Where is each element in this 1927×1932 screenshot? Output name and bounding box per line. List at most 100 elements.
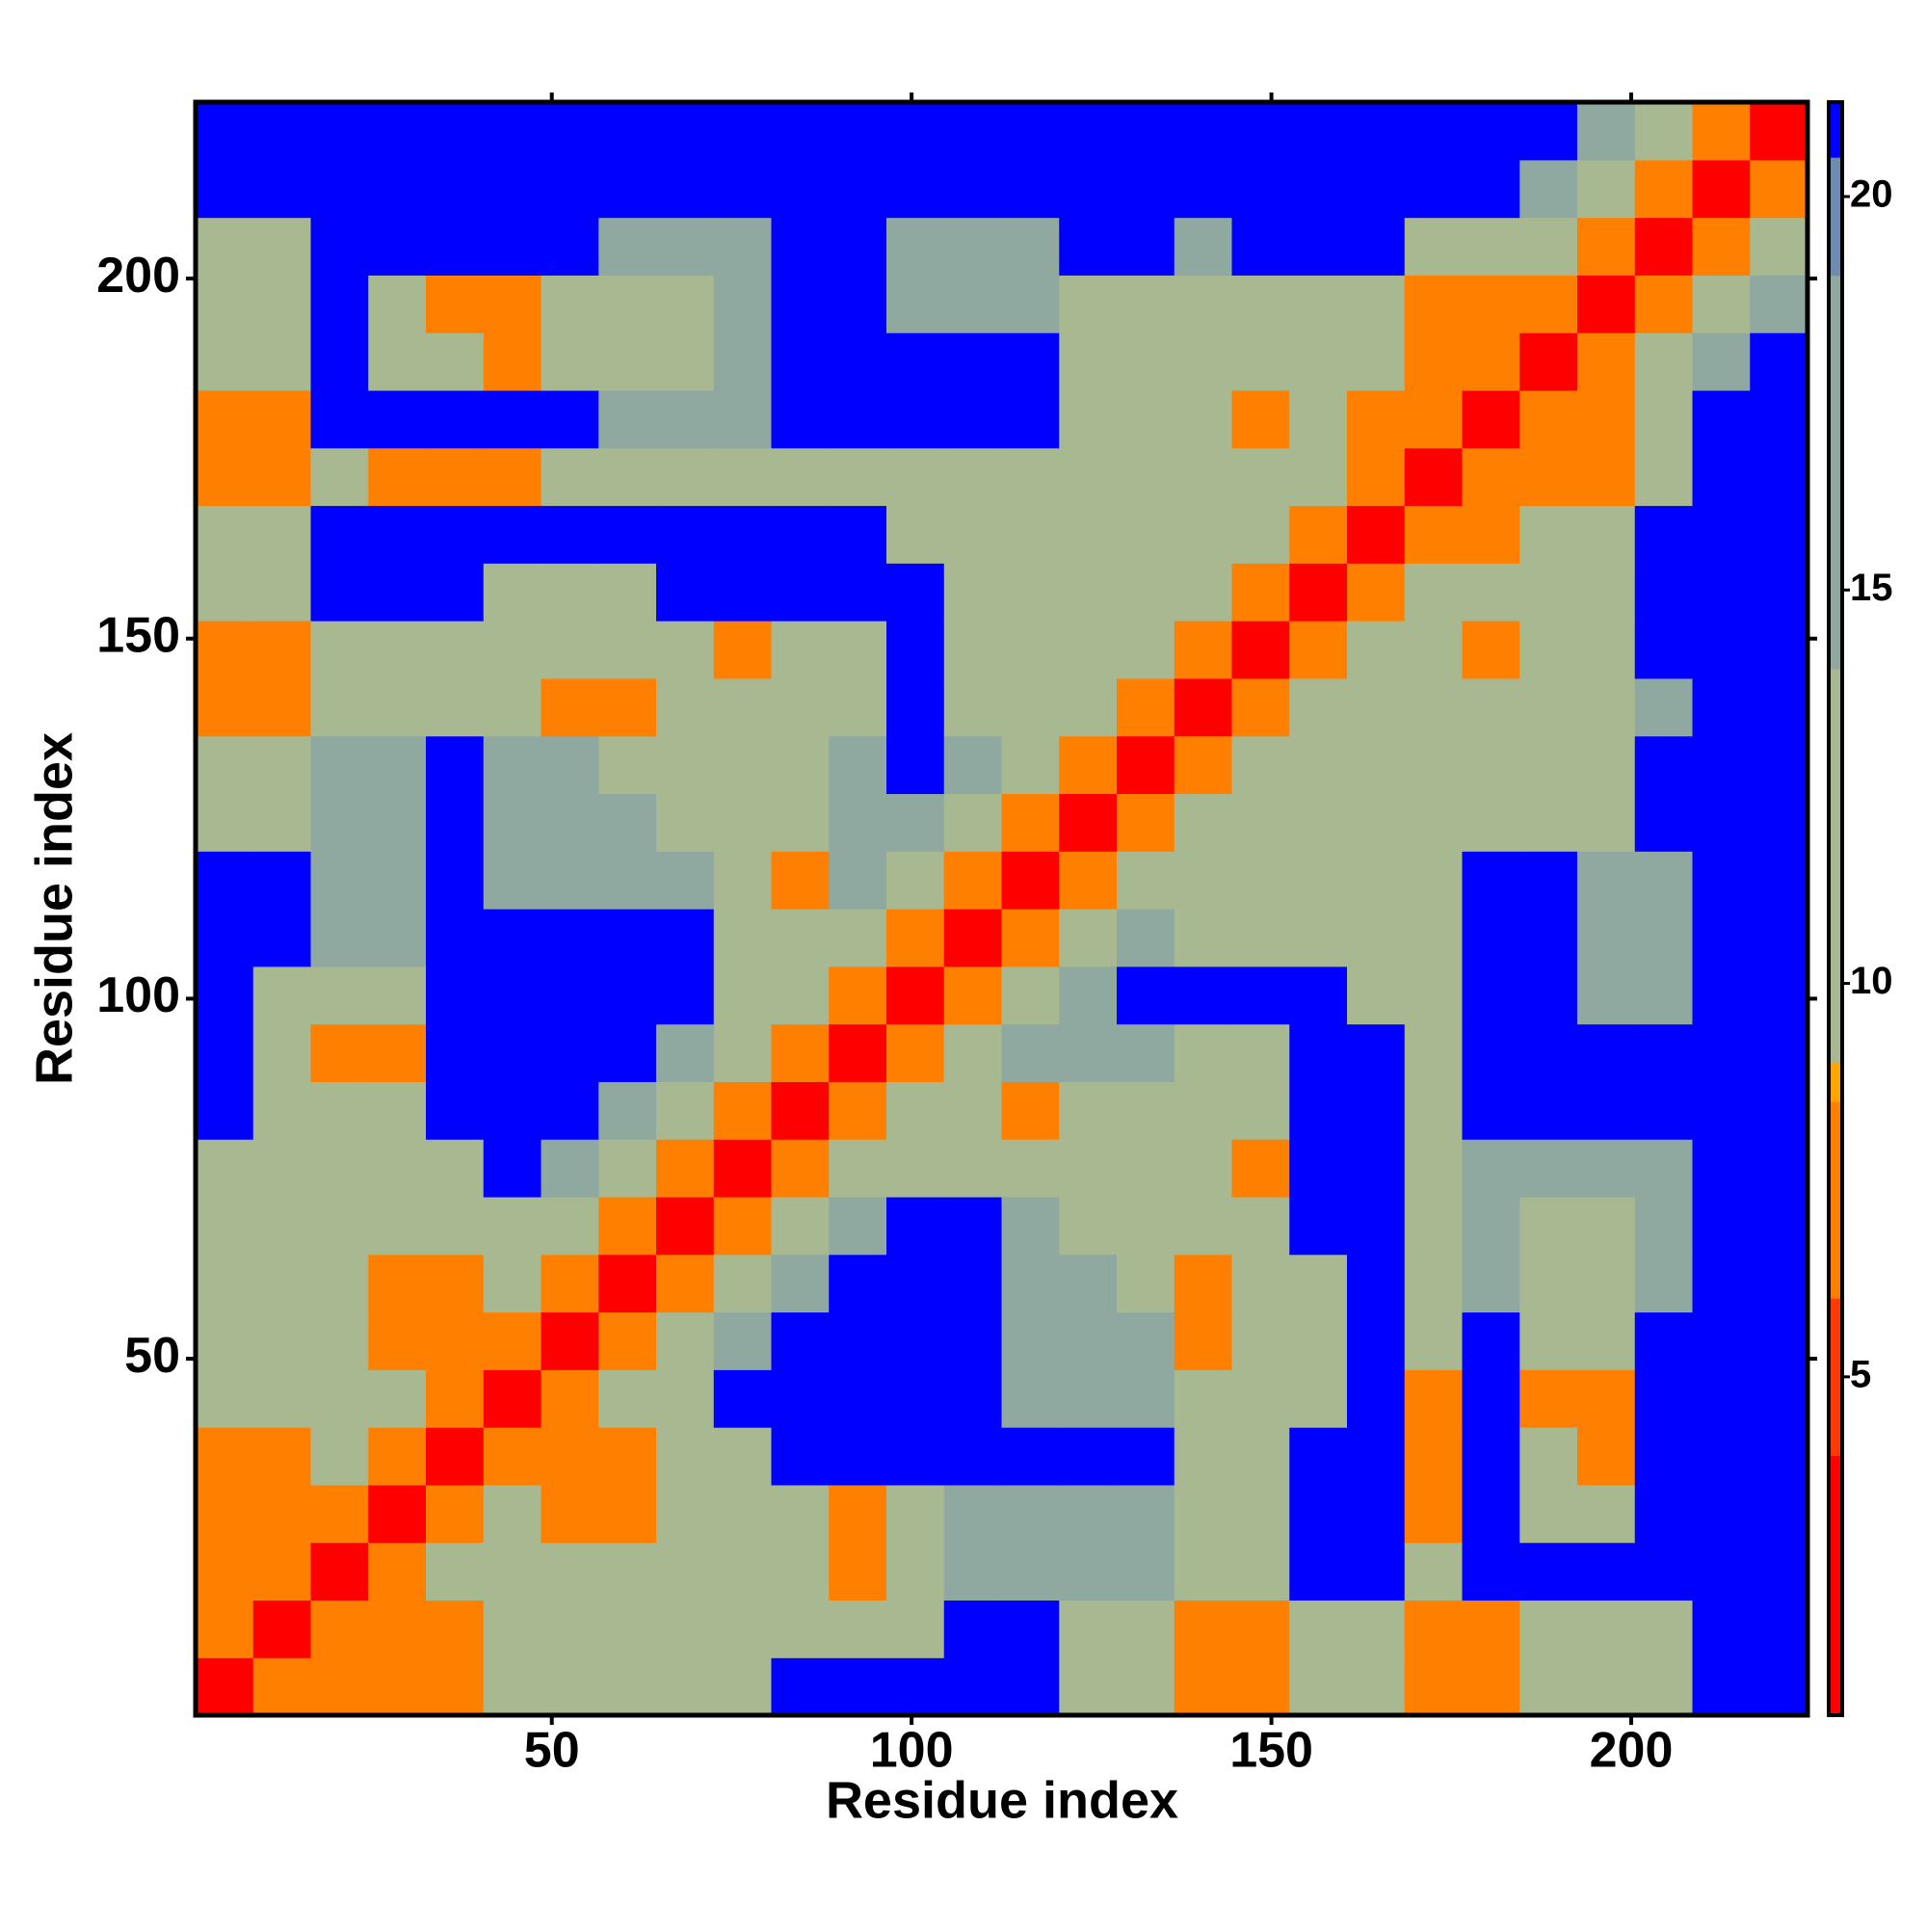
heatmap-cell: [886, 621, 945, 679]
heatmap-cell: [1289, 1484, 1348, 1544]
heatmap-cell: [1347, 621, 1406, 679]
heatmap-cell: [1404, 275, 1464, 333]
y-axis-title: Residue index: [25, 732, 83, 1085]
heatmap-cell: [368, 563, 427, 622]
heatmap-cell: [1519, 735, 1578, 795]
heatmap-cell: [1577, 275, 1636, 333]
heatmap-cell: [310, 275, 369, 333]
heatmap-cell: [1634, 1657, 1694, 1716]
heatmap-cell: [1347, 389, 1406, 449]
heatmap-cell: [943, 677, 1003, 737]
heatmap-cell: [1462, 159, 1520, 219]
heatmap-cell: [1174, 389, 1233, 449]
heatmap-cell: [196, 1657, 254, 1716]
heatmap-cell: [1231, 851, 1290, 910]
heatmap-cell: [196, 677, 254, 737]
heatmap-cell: [426, 1484, 485, 1544]
heatmap-cell: [1462, 505, 1520, 564]
heatmap-cell: [1117, 1254, 1175, 1313]
heatmap-cell: [1404, 1023, 1464, 1082]
heatmap-cell: [829, 793, 887, 852]
heatmap-cell: [1059, 677, 1118, 737]
heatmap-cell: [1231, 505, 1290, 564]
heatmap-cell: [1231, 1542, 1290, 1601]
heatmap-cell: [1750, 1484, 1808, 1544]
heatmap-cell: [886, 389, 945, 449]
heatmap-cell: [368, 447, 427, 507]
heatmap-cell: [541, 1311, 599, 1370]
heatmap-cell: [1001, 735, 1060, 795]
heatmap-cell: [252, 1196, 312, 1256]
heatmap-cell: [598, 1427, 657, 1486]
heatmap-cell: [1231, 1311, 1290, 1370]
heatmap-cell: [1750, 1657, 1808, 1716]
heatmap-cell: [1577, 1369, 1636, 1428]
heatmap-cell: [1634, 851, 1694, 910]
heatmap-cell: [656, 677, 715, 737]
heatmap-cell: [886, 735, 945, 795]
heatmap-cell: [310, 1196, 369, 1256]
heatmap-cell: [829, 1311, 887, 1370]
heatmap-cell: [1059, 563, 1118, 622]
heatmap-cell: [426, 275, 485, 333]
heatmap-cell: [1231, 1139, 1290, 1198]
heatmap-cell: [1692, 1657, 1751, 1716]
heatmap-cell: [829, 102, 887, 161]
heatmap-cell: [1174, 677, 1233, 737]
heatmap-cell: [483, 1254, 542, 1313]
heatmap-cell: [1750, 735, 1808, 795]
heatmap-cell: [1519, 505, 1578, 564]
heatmap-cell: [713, 159, 773, 219]
heatmap-cell: [1634, 1254, 1694, 1313]
heatmap-cell: [1462, 1484, 1520, 1544]
heatmap-cell: [426, 909, 485, 967]
heatmap-cell: [252, 1427, 312, 1486]
heatmap-cell: [1347, 1081, 1406, 1140]
heatmap-cell: [943, 159, 1003, 219]
heatmap-cell: [541, 332, 599, 391]
heatmap-cell: [1001, 621, 1060, 679]
heatmap-cell: [1001, 1600, 1060, 1658]
heatmap-cell: [1519, 621, 1578, 679]
heatmap-cell: [598, 563, 657, 622]
heatmap-cell: [368, 1427, 427, 1486]
heatmap-cell: [196, 1196, 254, 1256]
heatmap-cell: [368, 621, 427, 679]
heatmap-cell: [310, 505, 369, 564]
heatmap-cell: [1117, 275, 1175, 333]
heatmap-cell: [1059, 735, 1118, 795]
heatmap-cell: [1289, 1600, 1348, 1658]
heatmap-cell: [310, 1600, 369, 1658]
heatmap-cell: [1117, 851, 1175, 910]
heatmap-cell: [598, 966, 657, 1025]
heatmap-cell: [1001, 389, 1060, 449]
heatmap-cell: [656, 966, 715, 1025]
heatmap-cell: [656, 735, 715, 795]
heatmap-cell: [829, 1657, 887, 1716]
heatmap-cell: [1634, 1542, 1694, 1601]
heatmap-cell: [368, 851, 427, 910]
heatmap-cell: [1404, 389, 1464, 449]
heatmap-cell: [1750, 389, 1808, 449]
heatmap-cell: [1462, 1139, 1520, 1198]
heatmap-cell: [483, 275, 542, 333]
heatmap-cell: [252, 1254, 312, 1313]
heatmap-cell: [1231, 1657, 1290, 1716]
heatmap-cell: [1059, 1081, 1118, 1140]
heatmap-cell: [713, 1542, 773, 1601]
heatmap-cell: [1519, 677, 1578, 737]
heatmap-cell: [252, 966, 312, 1025]
heatmap-cell: [1289, 563, 1348, 622]
heatmap-cell: [196, 563, 254, 622]
heatmap-cell: [1347, 1484, 1406, 1544]
heatmap-cell: [1001, 563, 1060, 622]
x-tick-label: 50: [524, 1723, 580, 1779]
heatmap-cell: [1634, 909, 1694, 967]
heatmap-cell: [1692, 563, 1751, 622]
heatmap-cell: [771, 1139, 830, 1198]
heatmap-cell: [771, 1600, 830, 1658]
heatmap-cell: [1347, 217, 1406, 276]
heatmap-cell: [1577, 909, 1636, 967]
heatmap-cell: [1289, 102, 1348, 161]
heatmap-cell: [1404, 447, 1464, 507]
